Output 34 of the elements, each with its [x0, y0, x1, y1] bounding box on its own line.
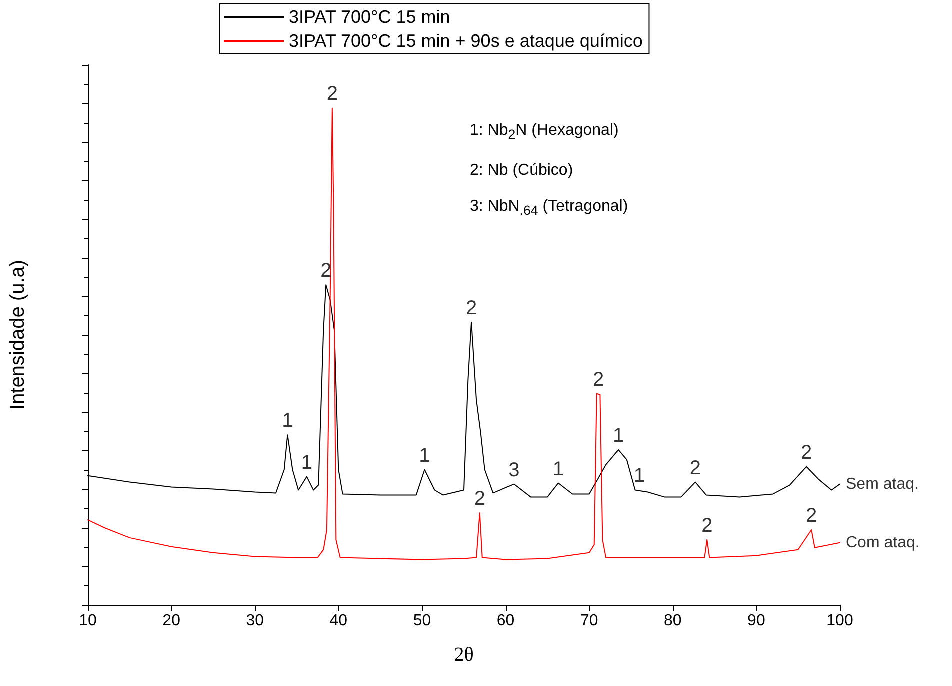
- annotation: 1: Nb$_{2}$N (Hexagonal): [470, 121, 620, 144]
- x-tick-label: 50: [413, 612, 432, 630]
- annotation: 1: [419, 444, 430, 467]
- annotation: 2: [806, 504, 818, 527]
- annotation: 2: [592, 368, 604, 391]
- x-axis-title: 2θ: [454, 644, 474, 666]
- annotation: 2: [474, 488, 486, 510]
- x-tick-label: 40: [330, 612, 348, 630]
- x-tick-label: 70: [580, 612, 598, 630]
- annotation: 2: [801, 442, 812, 464]
- annotation: 2: [702, 514, 713, 537]
- annotation: 1: [282, 410, 294, 432]
- x-tick-label: 10: [79, 612, 97, 630]
- y-axis-title: Intensidade (u.a): [7, 260, 29, 410]
- x-tick-label: 100: [826, 612, 854, 630]
- x-tick-label: 80: [664, 612, 682, 630]
- legend-label: 3IPAT 700°C 15 min + 90s e ataque químico: [289, 31, 643, 51]
- x-tick-label: 20: [162, 612, 181, 630]
- annotation: 1: [301, 452, 312, 474]
- legend-label: 3IPAT 700°C 15 min: [289, 7, 450, 27]
- annotation: 2: [690, 457, 702, 480]
- x-tick-label: 60: [496, 612, 515, 630]
- annotation: 1: [634, 465, 646, 488]
- annotation: 2: Nb (Cúbico): [470, 161, 574, 182]
- annotation: 1: [613, 425, 624, 448]
- annotation: 2: [326, 83, 338, 106]
- annotation: 3: [508, 459, 520, 482]
- x-tick-label: 30: [246, 612, 264, 630]
- annotation: 2: [466, 297, 478, 320]
- annotation: 1: [552, 458, 564, 480]
- annotation: Com ataq.: [846, 534, 920, 552]
- annotation: 3: NbN$_{.64}$ (Tetragonal): [470, 197, 628, 220]
- annotation: Sem ataq.: [846, 476, 919, 493]
- x-tick-label: 90: [748, 612, 766, 630]
